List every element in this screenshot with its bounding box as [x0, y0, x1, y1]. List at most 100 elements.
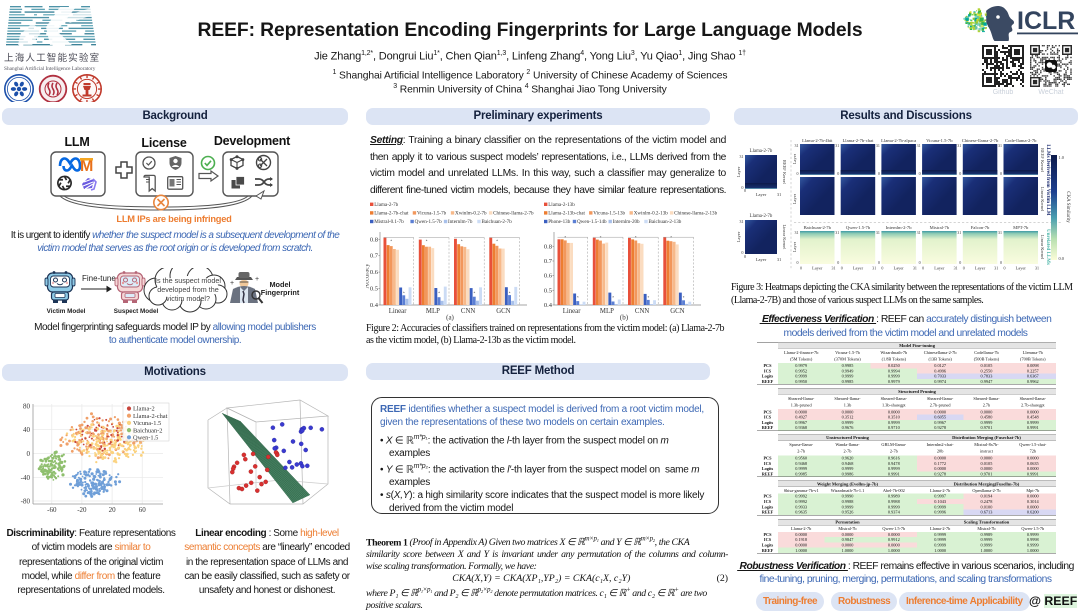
svg-text:*: * — [683, 295, 685, 300]
svg-text:Layer: Layer — [934, 266, 945, 271]
svg-text:Layer: Layer — [894, 266, 905, 271]
svg-text:Llama-2-7b-alpaca: Llama-2-7b-alpaca — [881, 138, 916, 143]
svg-text:0.5: 0.5 — [544, 287, 552, 294]
svg-text:REEF Kernel: REEF Kernel — [782, 160, 787, 185]
svg-text:31: 31 — [739, 154, 743, 159]
svg-text:31: 31 — [876, 143, 880, 148]
svg-text:Layer: Layer — [756, 192, 767, 197]
svg-text:-60: -60 — [47, 506, 57, 514]
svg-text:Mistral-0.1-7b: Mistral-0.1-7b — [374, 219, 404, 225]
svg-text:Vicuna-1.5-7b: Vicuna-1.5-7b — [926, 138, 953, 143]
svg-text:31: 31 — [998, 230, 1002, 235]
svg-text:Internlm-7b: Internlm-7b — [448, 219, 473, 225]
svg-text:Layer: Layer — [736, 166, 741, 177]
svg-text:*: * — [635, 235, 637, 240]
svg-text:+: + — [230, 280, 234, 287]
svg-text:0.6: 0.6 — [544, 273, 553, 280]
svg-text:31: 31 — [1035, 266, 1039, 271]
svg-text:-40: -40 — [21, 474, 31, 482]
svg-text:ICLR: ICLR — [1017, 7, 1075, 35]
svg-text:31: 31 — [994, 266, 998, 271]
svg-text:Layer: Layer — [812, 266, 823, 271]
svg-text:Vicuna-1.5: Vicuna-1.5 — [133, 420, 161, 427]
svg-text:31: 31 — [917, 143, 921, 148]
svg-text:0: 0 — [919, 171, 921, 176]
svg-text:Layer: Layer — [756, 257, 767, 262]
svg-text:0: 0 — [800, 266, 802, 271]
svg-text:*: * — [648, 295, 650, 300]
svg-text:Qwen-1.5-7b: Qwen-1.5-7b — [415, 219, 442, 225]
svg-text:Baichuan-2-7b: Baichuan-2-7b — [481, 219, 512, 225]
svg-text:Unrelated LLMs: Unrelated LLMs — [1045, 229, 1050, 265]
svg-text:CKA Similarity: CKA Similarity — [1065, 191, 1070, 223]
svg-text:REEF Kernel: REEF Kernel — [1040, 148, 1045, 173]
svg-text:0: 0 — [837, 171, 839, 176]
svg-text:0: 0 — [1000, 260, 1002, 265]
svg-text:0.8: 0.8 — [544, 243, 552, 250]
svg-text:0.4: 0.4 — [370, 302, 379, 309]
svg-text:Shanghai Artificial Intelligen: Shanghai Artificial Intelligence Laborat… — [4, 65, 96, 72]
svg-text:0: 0 — [1004, 266, 1006, 271]
svg-text:LLMs Derived from Victim LLM: LLMs Derived from Victim LLM — [1045, 144, 1050, 216]
svg-text:0: 0 — [878, 171, 880, 176]
svg-text:Linear Kernel: Linear Kernel — [782, 224, 787, 250]
svg-text:Llama-2-13b: Llama-2-13b — [548, 202, 575, 208]
svg-text:31: 31 — [832, 266, 836, 271]
svg-text:*: * — [461, 239, 463, 244]
svg-text:Internlm-2-7b: Internlm-2-7b — [886, 225, 912, 230]
svg-text:Fine-tune: Fine-tune — [82, 274, 116, 283]
svg-text:Chinese-llama-2-7b: Chinese-llama-2-7b — [493, 211, 534, 217]
svg-text:0.8: 0.8 — [370, 236, 378, 243]
svg-text:(a): (a) — [446, 314, 454, 322]
svg-text:Baichuan-2: Baichuan-2 — [133, 427, 162, 434]
svg-text:*: * — [426, 239, 428, 244]
svg-text:Baichuan-2-13b: Baichuan-2-13b — [648, 219, 681, 225]
svg-text:Linear Kernel: Linear Kernel — [1040, 187, 1045, 212]
svg-text:*: * — [403, 291, 405, 296]
svg-text:Suspect Model: Suspect Model — [114, 308, 159, 315]
svg-text:80: 80 — [23, 403, 31, 411]
svg-text:Xwinlm-0.2-13b: Xwinlm-0.2-13b — [634, 211, 669, 217]
svg-text:31: 31 — [777, 192, 781, 197]
svg-text:31: 31 — [954, 266, 958, 271]
svg-text:Llama-2-7b: Llama-2-7b — [750, 214, 773, 219]
svg-text:Qwen-1.5-14b: Qwen-1.5-14b — [577, 219, 607, 225]
svg-text:victim model?: victim model? — [166, 294, 210, 303]
svg-text:0: 0 — [841, 266, 843, 271]
svg-text:0.6: 0.6 — [370, 269, 379, 276]
svg-text:*: * — [670, 235, 672, 240]
svg-text:0: 0 — [1000, 171, 1002, 176]
svg-text:*: * — [496, 239, 498, 244]
svg-text:Qwen-1.5-7b: Qwen-1.5-7b — [846, 225, 871, 230]
svg-text:40: 40 — [23, 426, 31, 434]
svg-text:0: 0 — [881, 266, 883, 271]
svg-text:Layer: Layer — [792, 153, 797, 164]
svg-text:M: M — [80, 158, 93, 175]
svg-text:Xwinlm-0.2-7b: Xwinlm-0.2-7b — [455, 211, 487, 217]
svg-text:Llama-2-7b: Llama-2-7b — [750, 149, 773, 154]
svg-text:0.4: 0.4 — [544, 302, 553, 309]
svg-text:Victim Model: Victim Model — [47, 308, 86, 315]
svg-text:0: 0 — [744, 188, 746, 193]
svg-text:Llama-2-13b-chat: Llama-2-13b-chat — [548, 211, 585, 217]
svg-text:*: * — [438, 291, 440, 296]
svg-text:MLP: MLP — [426, 308, 440, 315]
svg-text:0: 0 — [959, 171, 961, 176]
svg-text:Phone-13b: Phone-13b — [548, 219, 571, 225]
svg-text:0.7: 0.7 — [370, 253, 379, 260]
svg-text:31: 31 — [913, 266, 917, 271]
svg-text:Llama-2-7b: Llama-2-7b — [374, 202, 398, 208]
svg-text:CNN: CNN — [461, 308, 475, 315]
svg-text:31: 31 — [957, 143, 961, 148]
svg-text:Llama-2-7b-chat: Llama-2-7b-chat — [843, 138, 875, 143]
svg-text:0: 0 — [922, 266, 924, 271]
svg-text:Layer: Layer — [1016, 266, 1027, 271]
svg-text:Code-llama-2-7b: Code-llama-2-7b — [1005, 138, 1037, 143]
svg-text:上海人工智能实验室: 上海人工智能实验室 — [4, 52, 100, 64]
svg-text:0: 0 — [959, 260, 961, 265]
svg-text:*: * — [474, 291, 476, 296]
svg-text:0: 0 — [878, 260, 880, 265]
svg-text:60: 60 — [139, 506, 147, 514]
svg-text:Internlm-20b: Internlm-20b — [613, 219, 640, 225]
svg-text:Accuracy: Accuracy — [366, 263, 371, 289]
